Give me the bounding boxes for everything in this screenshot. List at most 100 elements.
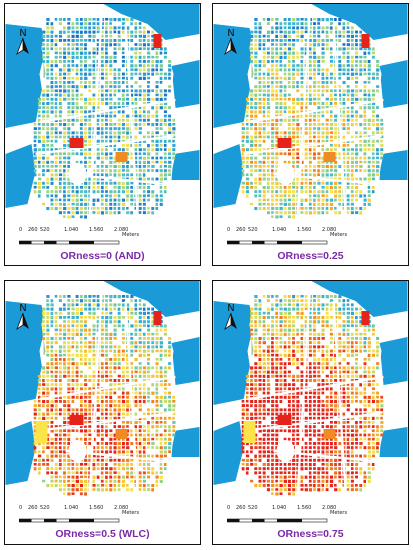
water-area — [213, 421, 244, 485]
scale-tick: 520 — [40, 505, 50, 511]
high-suitability-parcel — [153, 311, 162, 325]
water-area — [5, 301, 46, 405]
scale-tick: 2.080 — [114, 227, 129, 233]
panel-caption: ORness=0.5 (WLC) — [55, 528, 150, 540]
scale-unit: Meters — [122, 232, 140, 238]
scale-tick: 520 — [248, 227, 258, 233]
scale-bar-2: 0 260 520 1.040 1.560 2.080 Meters — [226, 227, 351, 251]
water-area — [171, 337, 200, 385]
scale-tick: 0 — [19, 505, 23, 511]
scale-unit: Meters — [330, 510, 348, 516]
scale-tick: 2.080 — [322, 227, 337, 233]
panel-caption: ORness=0 (AND) — [60, 250, 145, 262]
high-suitability-parcel — [69, 138, 84, 148]
north-arrow-icon — [224, 37, 237, 56]
north-letter: N — [19, 28, 27, 39]
high-suitability-parcel — [277, 415, 292, 425]
open-space — [276, 440, 295, 462]
road — [88, 294, 103, 496]
scale-tick: 1.560 — [89, 227, 104, 233]
road — [39, 375, 176, 401]
scale-tick: 2.080 — [114, 505, 129, 511]
map-panel-4: N 0 260 520 1.040 1.560 2.080 Meters ORn… — [212, 280, 409, 545]
water-area — [103, 4, 200, 40]
road — [35, 134, 174, 156]
high-suitability-parcel — [277, 138, 292, 148]
scale-tick: 0 — [19, 227, 23, 233]
water-area — [379, 150, 408, 180]
water-area — [213, 24, 254, 128]
north-arrow-4: N — [221, 303, 241, 331]
scale-tick: 1.040 — [272, 505, 287, 511]
scale-bar-graphic — [18, 518, 120, 523]
north-arrow-icon — [16, 37, 29, 56]
suitability-map-3 — [5, 281, 200, 496]
north-arrow-icon — [16, 312, 29, 331]
high-suitability-parcel — [153, 34, 162, 48]
parcel — [115, 429, 128, 439]
water-area — [213, 144, 244, 208]
parcel — [323, 429, 336, 439]
water-area — [103, 281, 200, 317]
scale-bar-graphic — [18, 240, 120, 245]
open-space — [68, 440, 87, 462]
road — [124, 300, 139, 492]
scale-tick: 520 — [248, 505, 258, 511]
scale-tick: 260 — [28, 227, 38, 233]
scale-bar-graphic — [226, 240, 328, 245]
road — [124, 23, 139, 215]
map-panel-3: N 0 260 520 1.040 1.560 2.080 Meters ORn… — [4, 280, 201, 545]
scale-tick: 260 — [28, 505, 38, 511]
road — [332, 23, 347, 215]
water-area — [379, 60, 408, 108]
road — [35, 411, 174, 433]
water-area — [213, 301, 254, 405]
high-suitability-parcel — [361, 311, 370, 325]
high-suitability-parcel — [361, 34, 370, 48]
scale-tick: 0 — [227, 505, 231, 511]
road — [247, 98, 384, 124]
suitability-map-2 — [213, 4, 408, 219]
scale-bar-3: 0 260 520 1.040 1.560 2.080 Meters — [18, 505, 143, 529]
water-area — [171, 427, 200, 457]
north-letter: N — [227, 303, 235, 314]
scale-tick: 0 — [227, 227, 231, 233]
water-area — [171, 60, 200, 108]
road — [243, 411, 382, 433]
scale-bar-4: 0 260 520 1.040 1.560 2.080 Meters — [226, 505, 351, 529]
scale-tick: 1.560 — [297, 505, 312, 511]
suitability-map-1 — [5, 4, 200, 219]
road — [332, 300, 347, 492]
scale-tick: 1.560 — [297, 227, 312, 233]
north-letter: N — [19, 303, 27, 314]
high-suitability-parcel — [69, 415, 84, 425]
scale-tick: 1.560 — [89, 505, 104, 511]
road — [296, 294, 311, 496]
water-area — [171, 150, 200, 180]
scale-tick: 260 — [236, 227, 246, 233]
road — [88, 17, 103, 219]
scale-tick: 260 — [236, 505, 246, 511]
north-letter: N — [227, 28, 235, 39]
road — [39, 98, 176, 124]
scale-bar-graphic — [226, 518, 328, 523]
north-arrow-2: N — [221, 28, 241, 56]
suitability-map-4 — [213, 281, 408, 496]
parcel — [323, 152, 336, 162]
north-arrow-icon — [224, 312, 237, 331]
water-area — [311, 281, 408, 317]
parcel — [243, 421, 256, 443]
scale-bar-1: 0 260 520 1.040 1.560 2.080 Meters — [18, 227, 143, 251]
water-area — [5, 144, 36, 208]
road — [296, 17, 311, 219]
scale-tick: 520 — [40, 227, 50, 233]
road — [243, 134, 382, 156]
parcel — [35, 421, 48, 443]
scale-unit: Meters — [122, 510, 140, 516]
water-area — [379, 337, 408, 385]
parcel — [115, 152, 128, 162]
map-panel-1: N 0 260 520 1.040 1.560 2.080 Meters ORn… — [4, 3, 201, 266]
north-arrow-1: N — [13, 28, 33, 56]
water-area — [5, 24, 46, 128]
scale-tick: 2.080 — [322, 505, 337, 511]
